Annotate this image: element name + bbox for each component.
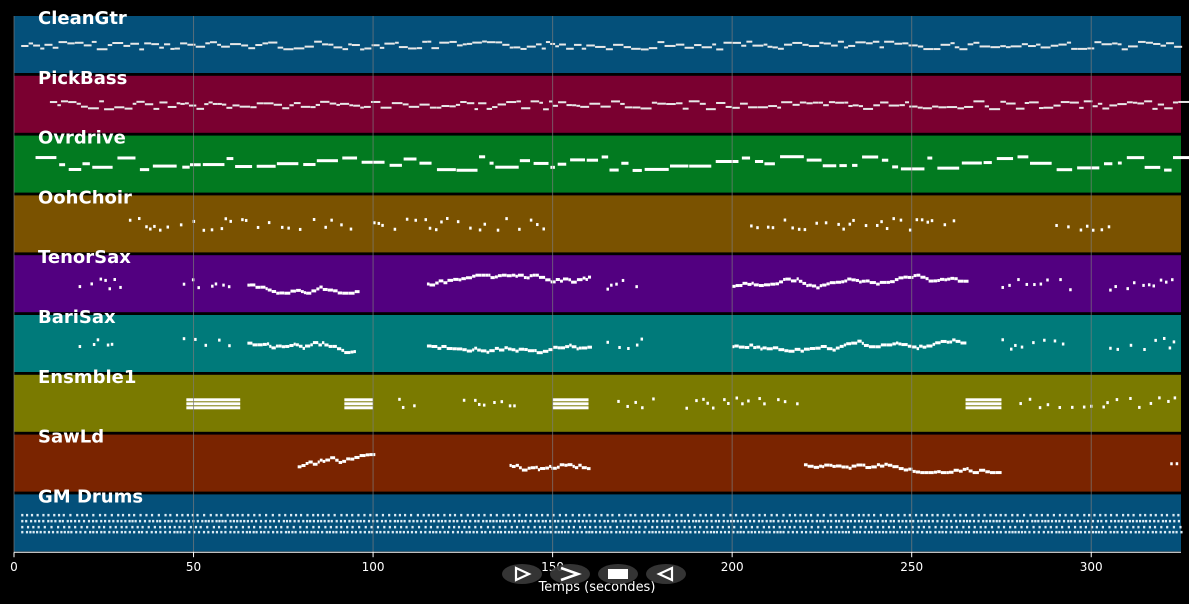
note-group — [21, 40, 1183, 51]
track-label: CleanGtr — [38, 8, 127, 29]
note-group — [732, 338, 967, 353]
playback-controls — [502, 564, 686, 584]
track-lane[interactable] — [14, 374, 1181, 432]
button-background — [502, 564, 542, 584]
note-group — [398, 397, 416, 409]
note-group — [1170, 462, 1179, 466]
tick-label: 100 — [362, 560, 385, 574]
tick-label: 300 — [1080, 560, 1103, 574]
tick-label: 0 — [10, 560, 18, 574]
button-background — [550, 564, 590, 584]
track-lane[interactable] — [14, 135, 1189, 193]
track-lane[interactable] — [14, 16, 1183, 73]
track-lane[interactable] — [14, 195, 1181, 253]
tick-label: 200 — [721, 560, 744, 574]
stop-button[interactable] — [598, 564, 638, 584]
note-group — [606, 278, 638, 291]
note-group — [373, 216, 545, 232]
note-group — [78, 277, 122, 291]
play-icon — [560, 566, 582, 582]
note-group — [965, 398, 1002, 410]
note-group — [247, 283, 360, 295]
note-group — [186, 398, 241, 410]
note-group — [35, 155, 1189, 172]
track-lane[interactable] — [14, 434, 1181, 492]
note-group — [297, 453, 376, 469]
track-lane[interactable] — [14, 315, 1181, 372]
note-group — [1055, 223, 1111, 232]
note-group — [426, 273, 592, 287]
note-group — [462, 398, 516, 408]
stop-icon — [608, 569, 628, 579]
track-label: TenorSax — [38, 247, 131, 268]
note-group — [182, 337, 231, 348]
track-background — [14, 434, 1181, 492]
track-background — [14, 135, 1181, 193]
track-label: Ovrdrive — [38, 128, 126, 149]
track-label: BariSax — [38, 307, 116, 328]
grid — [13, 16, 1092, 553]
track-background — [14, 315, 1181, 372]
note-group — [1001, 278, 1072, 292]
note-group — [509, 463, 591, 472]
track-label: PickBass — [38, 68, 127, 89]
note-group — [78, 338, 114, 349]
note-group — [750, 217, 956, 232]
note-group — [247, 341, 356, 355]
track-lane[interactable] — [14, 255, 1181, 313]
note-group — [803, 462, 1002, 475]
track-lane[interactable] — [14, 494, 1183, 552]
track-label: OohChoir — [38, 187, 132, 208]
track-background — [14, 494, 1181, 552]
rewind-icon — [656, 566, 674, 582]
track-labels: CleanGtr PickBass Ovrdrive OohChoir TenorSax… — [38, 8, 143, 507]
note-group — [49, 100, 1189, 111]
track-background — [14, 255, 1181, 313]
note-group — [606, 337, 644, 350]
track-background — [14, 195, 1181, 253]
play-from-start-button[interactable] — [502, 564, 542, 584]
note-group — [1109, 336, 1176, 352]
track-background — [14, 16, 1181, 73]
button-background — [646, 564, 686, 584]
track-label: SawLd — [38, 427, 104, 448]
note-group — [552, 398, 589, 410]
note-group — [1001, 338, 1065, 351]
tick-label: 50 — [186, 560, 201, 574]
tick-label: 250 — [900, 560, 923, 574]
tracks — [14, 16, 1189, 552]
note-group — [617, 397, 655, 410]
x-axis-label: Temps (secondes) — [538, 580, 656, 595]
play-button[interactable] — [550, 564, 590, 584]
note-group — [344, 398, 374, 410]
note-group — [426, 343, 592, 355]
note-group — [229, 217, 353, 231]
rewind-button[interactable] — [646, 564, 686, 584]
track-lane[interactable] — [14, 75, 1189, 133]
note-group — [732, 273, 969, 290]
track-label: Ensmble1 — [38, 367, 136, 388]
track-label: GM Drums — [38, 486, 143, 507]
play-outline-icon — [514, 566, 532, 582]
note-group — [685, 396, 799, 410]
note-group — [1109, 278, 1174, 292]
